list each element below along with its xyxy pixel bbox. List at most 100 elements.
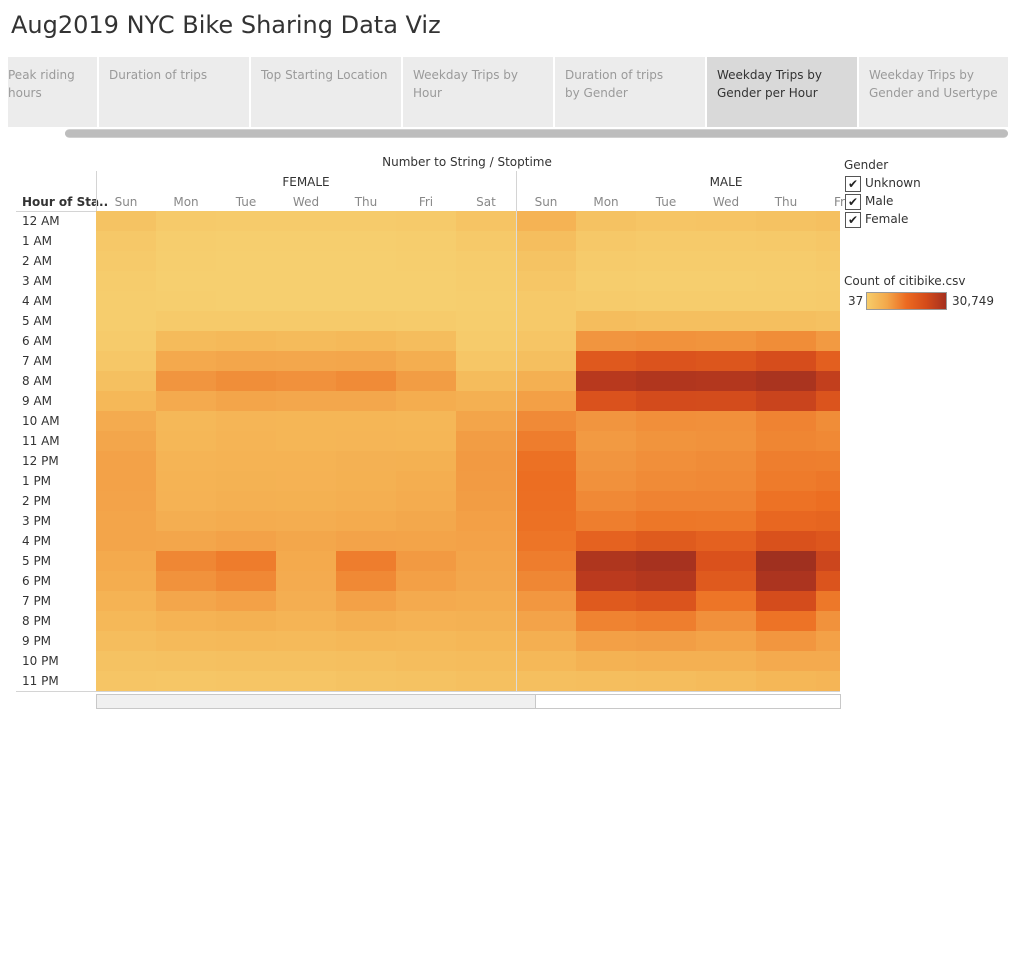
- heatmap-cell-male-thu-5pm[interactable]: [756, 551, 816, 571]
- heatmap-cell-male-sun-1am[interactable]: [516, 231, 576, 251]
- heatmap-cell-male-thu-7am[interactable]: [756, 351, 816, 371]
- heatmap-cell-male-tue-2pm[interactable]: [636, 491, 696, 511]
- heatmap-cell-female-fri-6am[interactable]: [396, 331, 456, 351]
- heatmap-cell-male-thu-6am[interactable]: [756, 331, 816, 351]
- heatmap-cell-male-thu-9am[interactable]: [756, 391, 816, 411]
- heatmap-cell-female-sun-11am[interactable]: [96, 431, 156, 451]
- heatmap-cell-female-sun-7am[interactable]: [96, 351, 156, 371]
- heatmap-cell-female-tue-11am[interactable]: [216, 431, 276, 451]
- heatmap-cell-male-wed-3am[interactable]: [696, 271, 756, 291]
- heatmap-cell-female-sat-12am[interactable]: [456, 211, 516, 231]
- heatmap-cell-male-wed-7pm[interactable]: [696, 591, 756, 611]
- heatmap-cell-male-sun-1pm[interactable]: [516, 471, 576, 491]
- heatmap-cell-male-wed-5am[interactable]: [696, 311, 756, 331]
- heatmap-cell-male-mon-11pm[interactable]: [576, 671, 636, 691]
- heatmap-cell-female-fri-10pm[interactable]: [396, 651, 456, 671]
- heatmap-cell-female-thu-10pm[interactable]: [336, 651, 396, 671]
- heatmap-cell-female-sun-4pm[interactable]: [96, 531, 156, 551]
- heatmap-cell-male-thu-12am[interactable]: [756, 211, 816, 231]
- heatmap-cell-male-thu-8am[interactable]: [756, 371, 816, 391]
- heatmap-cell-female-sun-12am[interactable]: [96, 211, 156, 231]
- heatmap-cell-male-sun-7pm[interactable]: [516, 591, 576, 611]
- heatmap-cell-female-mon-3am[interactable]: [156, 271, 216, 291]
- heatmap-cell-female-sun-1pm[interactable]: [96, 471, 156, 491]
- heatmap-cell-male-wed-1am[interactable]: [696, 231, 756, 251]
- heatmap-cell-female-tue-9am[interactable]: [216, 391, 276, 411]
- heatmap-cell-male-tue-8am[interactable]: [636, 371, 696, 391]
- heatmap-cell-female-thu-6am[interactable]: [336, 331, 396, 351]
- heatmap-cell-male-wed-9pm[interactable]: [696, 631, 756, 651]
- gender-label-unknown[interactable]: Unknown: [865, 176, 921, 190]
- heatmap-cell-male-tue-12am[interactable]: [636, 211, 696, 231]
- heatmap-cell-male-tue-2am[interactable]: [636, 251, 696, 271]
- heatmap-cell-female-wed-4pm[interactable]: [276, 531, 336, 551]
- heatmap-cell-female-wed-1am[interactable]: [276, 231, 336, 251]
- heatmap-cell-female-wed-9am[interactable]: [276, 391, 336, 411]
- heatmap-cell-female-fri-8am[interactable]: [396, 371, 456, 391]
- heatmap-cell-female-mon-8am[interactable]: [156, 371, 216, 391]
- heatmap-cell-male-sun-8am[interactable]: [516, 371, 576, 391]
- heatmap-cell-female-wed-11pm[interactable]: [276, 671, 336, 691]
- heatmap-cell-male-sun-3pm[interactable]: [516, 511, 576, 531]
- heatmap-cell-female-thu-5am[interactable]: [336, 311, 396, 331]
- heatmap-cell-female-wed-7pm[interactable]: [276, 591, 336, 611]
- heatmap-cell-female-tue-1am[interactable]: [216, 231, 276, 251]
- heatmap-cell-female-fri-9pm[interactable]: [396, 631, 456, 651]
- heatmap-cell-female-mon-3pm[interactable]: [156, 511, 216, 531]
- heatmap-cell-female-tue-2am[interactable]: [216, 251, 276, 271]
- heatmap-cell-male-tue-9am[interactable]: [636, 391, 696, 411]
- heatmap-cell-male-mon-5pm[interactable]: [576, 551, 636, 571]
- heatmap-cell-female-thu-4am[interactable]: [336, 291, 396, 311]
- heatmap-cell-female-thu-7pm[interactable]: [336, 591, 396, 611]
- gender-checkbox-male[interactable]: ✔: [844, 192, 862, 210]
- heatmap-cell-female-thu-11pm[interactable]: [336, 671, 396, 691]
- heatmap-cell-female-sat-9am[interactable]: [456, 391, 516, 411]
- heatmap-cell-female-wed-12pm[interactable]: [276, 451, 336, 471]
- heatmap-cell-female-mon-1pm[interactable]: [156, 471, 216, 491]
- heatmap-cell-male-wed-5pm[interactable]: [696, 551, 756, 571]
- heatmap-cell-female-tue-2pm[interactable]: [216, 491, 276, 511]
- heatmap-cell-female-wed-4am[interactable]: [276, 291, 336, 311]
- heatmap[interactable]: [96, 211, 840, 691]
- gender-label-male[interactable]: Male: [865, 194, 894, 208]
- heatmap-cell-female-thu-7am[interactable]: [336, 351, 396, 371]
- heatmap-cell-male-sun-10pm[interactable]: [516, 651, 576, 671]
- heatmap-cell-female-sat-6pm[interactable]: [456, 571, 516, 591]
- heatmap-cell-male-tue-1pm[interactable]: [636, 471, 696, 491]
- heatmap-cell-male-wed-2pm[interactable]: [696, 491, 756, 511]
- heatmap-cell-male-mon-12pm[interactable]: [576, 451, 636, 471]
- heatmap-cell-male-thu-10am[interactable]: [756, 411, 816, 431]
- tab-top-starting-location[interactable]: Top Starting Location: [251, 57, 401, 127]
- gender-checkbox-female[interactable]: ✔: [844, 210, 862, 228]
- heatmap-cell-female-thu-1pm[interactable]: [336, 471, 396, 491]
- heatmap-cell-male-thu-5am[interactable]: [756, 311, 816, 331]
- heatmap-cell-male-sun-5pm[interactable]: [516, 551, 576, 571]
- heatmap-cell-male-fri-10am[interactable]: [816, 411, 840, 431]
- heatmap-cell-female-thu-3am[interactable]: [336, 271, 396, 291]
- heatmap-cell-male-tue-1am[interactable]: [636, 231, 696, 251]
- heatmap-cell-female-mon-11am[interactable]: [156, 431, 216, 451]
- heatmap-cell-male-wed-9am[interactable]: [696, 391, 756, 411]
- heatmap-cell-male-fri-12am[interactable]: [816, 211, 840, 231]
- heatmap-cell-male-thu-6pm[interactable]: [756, 571, 816, 591]
- heatmap-cell-male-sun-5am[interactable]: [516, 311, 576, 331]
- heatmap-cell-male-thu-11pm[interactable]: [756, 671, 816, 691]
- heatmap-cell-male-tue-12pm[interactable]: [636, 451, 696, 471]
- heatmap-cell-female-mon-8pm[interactable]: [156, 611, 216, 631]
- heatmap-cell-female-sun-10pm[interactable]: [96, 651, 156, 671]
- heatmap-cell-female-fri-7pm[interactable]: [396, 591, 456, 611]
- heatmap-cell-female-fri-11am[interactable]: [396, 431, 456, 451]
- heatmap-cell-female-sun-10am[interactable]: [96, 411, 156, 431]
- heatmap-cell-female-wed-10am[interactable]: [276, 411, 336, 431]
- heatmap-cell-male-fri-11pm[interactable]: [816, 671, 840, 691]
- heatmap-cell-female-mon-7am[interactable]: [156, 351, 216, 371]
- heatmap-cell-male-wed-4pm[interactable]: [696, 531, 756, 551]
- heatmap-cell-female-fri-12am[interactable]: [396, 211, 456, 231]
- heatmap-cell-female-wed-5am[interactable]: [276, 311, 336, 331]
- heatmap-cell-female-fri-9am[interactable]: [396, 391, 456, 411]
- heatmap-cell-male-mon-9pm[interactable]: [576, 631, 636, 651]
- heatmap-cell-male-fri-5pm[interactable]: [816, 551, 840, 571]
- heatmap-cell-female-sat-4pm[interactable]: [456, 531, 516, 551]
- heatmap-cell-male-fri-9pm[interactable]: [816, 631, 840, 651]
- heatmap-cell-male-sun-2am[interactable]: [516, 251, 576, 271]
